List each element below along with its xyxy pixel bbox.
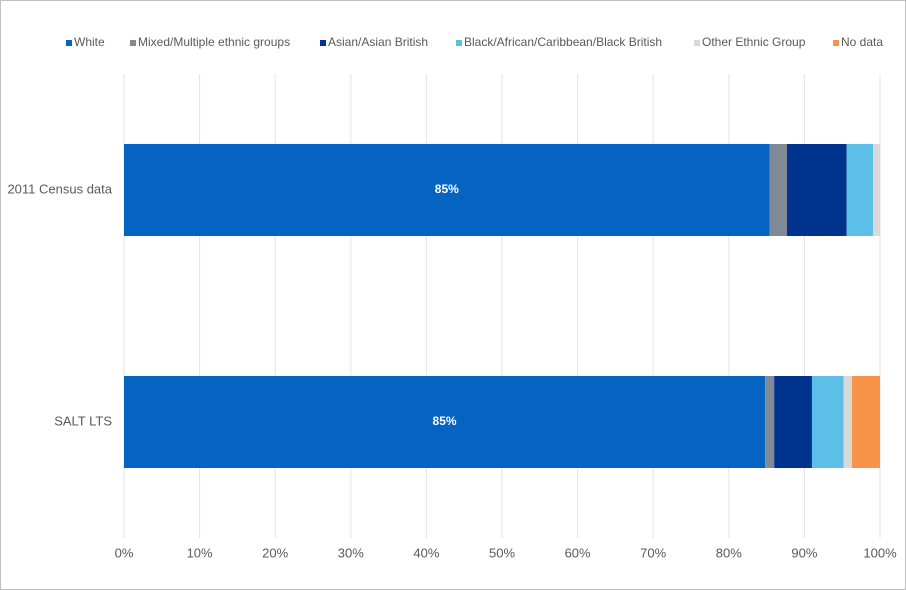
legend-label: Black/African/Caribbean/Black British	[464, 35, 662, 49]
x-tick-label: 0%	[115, 545, 134, 560]
legend-swatch	[694, 40, 700, 46]
legend-swatch	[66, 40, 72, 46]
x-tick-label: 20%	[262, 545, 288, 560]
bar-segment	[846, 144, 874, 236]
x-tick-label: 80%	[716, 545, 742, 560]
bar-segment	[873, 144, 880, 236]
value-label: 85%	[433, 414, 457, 428]
legend-label: Asian/Asian British	[328, 35, 428, 49]
bar-segment	[787, 144, 847, 236]
legend-swatch	[130, 40, 136, 46]
x-tick-label: 60%	[565, 545, 591, 560]
y-tick-label: 2011 Census data	[7, 181, 112, 196]
x-tick-label: 70%	[640, 545, 666, 560]
bar-segment	[852, 376, 880, 468]
bar-segment	[124, 376, 766, 468]
legend-label: Mixed/Multiple ethnic groups	[138, 35, 290, 49]
bar-segment	[765, 376, 775, 468]
x-tick-label: 10%	[187, 545, 213, 560]
legend-label: White	[74, 35, 105, 49]
y-tick-label: SALT LTS	[54, 413, 112, 428]
legend-swatch	[456, 40, 462, 46]
x-tick-label: 100%	[863, 545, 897, 560]
legend-swatch	[320, 40, 326, 46]
legend-swatch	[833, 40, 839, 46]
x-tick-label: 30%	[338, 545, 364, 560]
bar-segment	[811, 376, 844, 468]
x-tick-label: 40%	[413, 545, 439, 560]
bar-segment	[124, 144, 770, 236]
x-tick-label: 50%	[489, 545, 515, 560]
x-tick-label: 90%	[791, 545, 817, 560]
bar-segment	[769, 144, 788, 236]
legend-label: No data	[841, 35, 883, 49]
bar-segment	[843, 376, 853, 468]
value-label: 85%	[435, 182, 459, 196]
bar-segment	[774, 376, 812, 468]
legend-label: Other Ethnic Group	[702, 35, 806, 49]
